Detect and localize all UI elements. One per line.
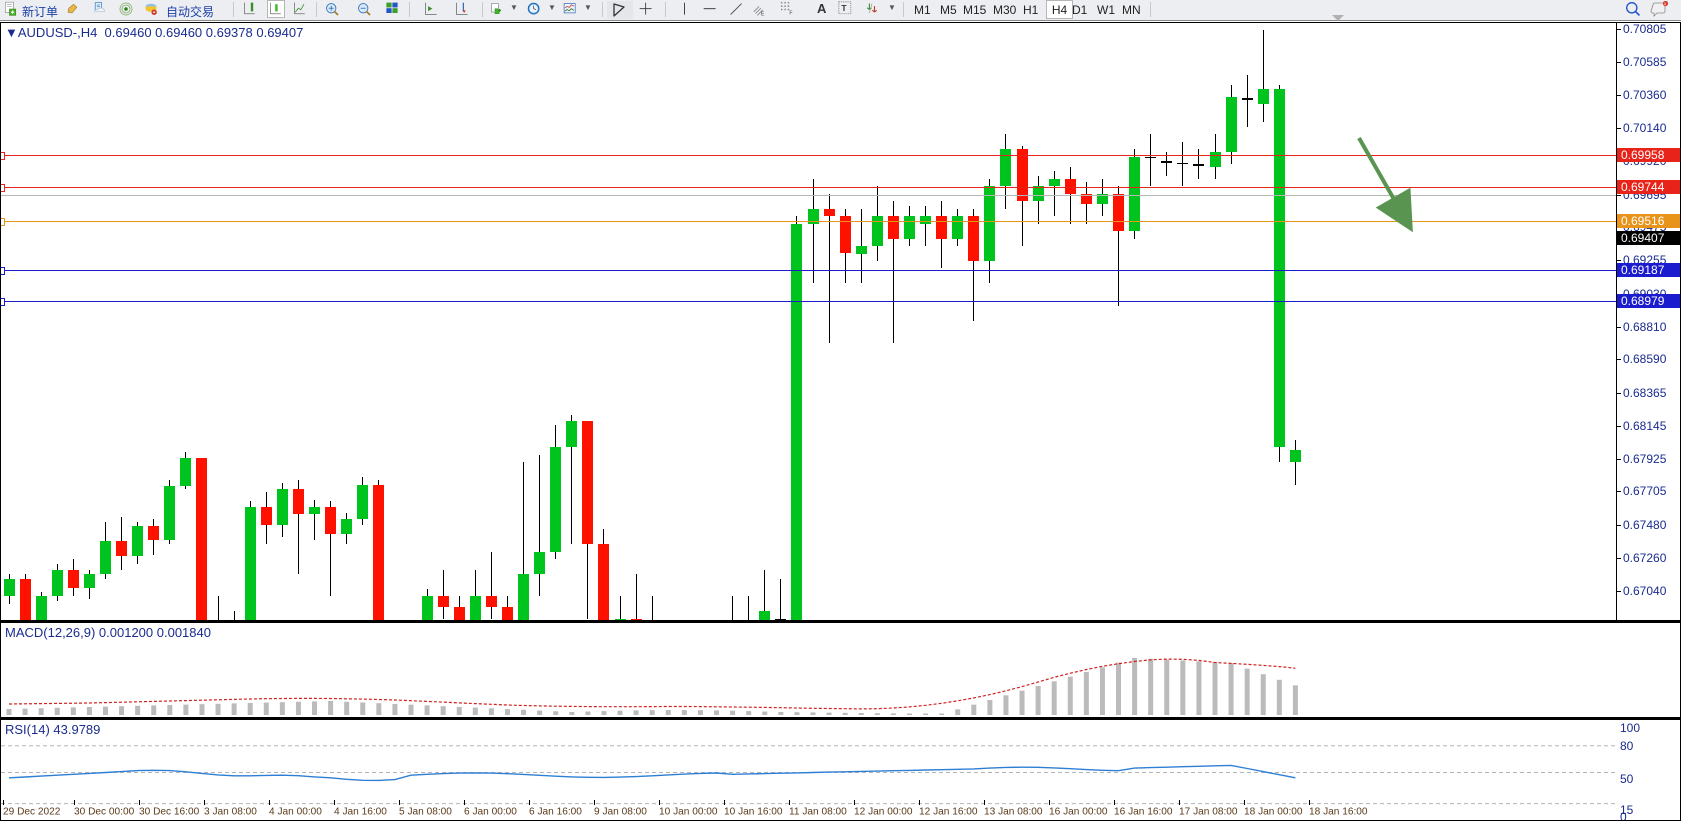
svg-text:T: T: [841, 3, 847, 13]
svg-text:1: 1: [1664, 2, 1666, 6]
svg-text:F: F: [789, 11, 792, 17]
svg-text:E: E: [761, 11, 765, 17]
